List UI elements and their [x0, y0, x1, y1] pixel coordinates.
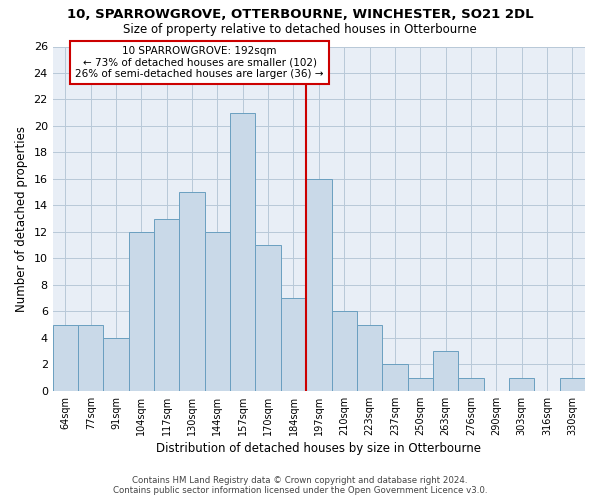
- Bar: [407, 378, 433, 391]
- Bar: [78, 324, 103, 391]
- Bar: [256, 245, 281, 391]
- Text: Contains HM Land Registry data © Crown copyright and database right 2024.
Contai: Contains HM Land Registry data © Crown c…: [113, 476, 487, 495]
- Bar: [103, 338, 129, 391]
- Bar: [382, 364, 407, 391]
- Text: Size of property relative to detached houses in Otterbourne: Size of property relative to detached ho…: [123, 22, 477, 36]
- X-axis label: Distribution of detached houses by size in Otterbourne: Distribution of detached houses by size …: [157, 442, 481, 455]
- Bar: [332, 312, 357, 391]
- Bar: [357, 324, 382, 391]
- Bar: [129, 232, 154, 391]
- Text: 10 SPARROWGROVE: 192sqm
← 73% of detached houses are smaller (102)
26% of semi-d: 10 SPARROWGROVE: 192sqm ← 73% of detache…: [76, 46, 324, 79]
- Bar: [154, 218, 179, 391]
- Bar: [509, 378, 535, 391]
- Bar: [205, 232, 230, 391]
- Text: 10, SPARROWGROVE, OTTERBOURNE, WINCHESTER, SO21 2DL: 10, SPARROWGROVE, OTTERBOURNE, WINCHESTE…: [67, 8, 533, 20]
- Bar: [458, 378, 484, 391]
- Bar: [53, 324, 78, 391]
- Bar: [281, 298, 306, 391]
- Bar: [179, 192, 205, 391]
- Bar: [433, 351, 458, 391]
- Bar: [306, 179, 332, 391]
- Y-axis label: Number of detached properties: Number of detached properties: [15, 126, 28, 312]
- Bar: [560, 378, 585, 391]
- Bar: [230, 112, 256, 391]
